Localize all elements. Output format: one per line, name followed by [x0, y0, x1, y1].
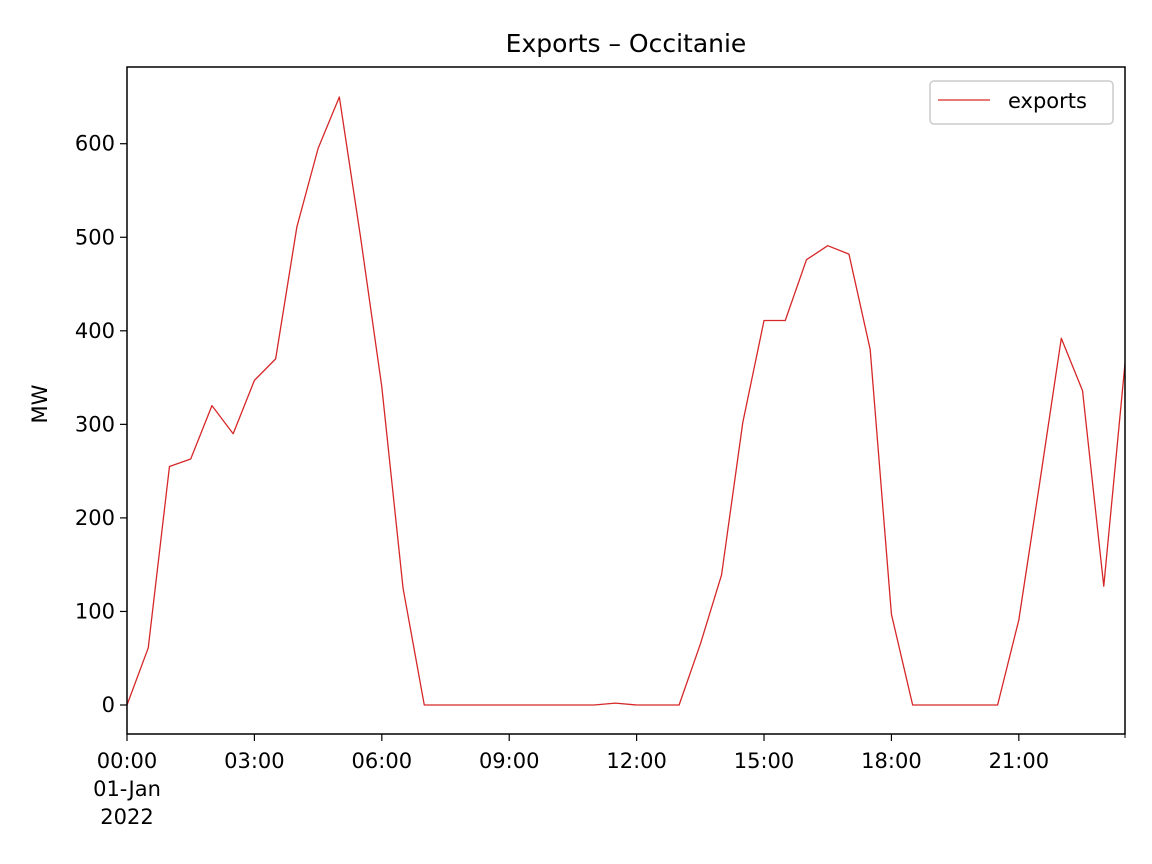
x-tick-label: 09:00	[479, 749, 540, 773]
legend-box	[929, 80, 1114, 125]
y-tick-label: 100	[75, 599, 115, 623]
legend-label-exports: exports	[1008, 89, 1087, 113]
legend: exports	[929, 80, 1114, 125]
x-tick-label: 15:00	[734, 749, 795, 773]
y-axis-label: MW	[28, 384, 52, 423]
y-tick-label: 600	[75, 132, 115, 156]
x-tick-label: 06:00	[352, 749, 413, 773]
x-tick-label: 03:00	[224, 749, 285, 773]
x-tick-label: 18:00	[861, 749, 922, 773]
plot-frame	[126, 66, 1126, 735]
y-tick-label: 200	[75, 506, 115, 530]
y-tick-label: 400	[75, 319, 115, 343]
y-tick-label: 500	[75, 225, 115, 249]
y-tick-label: 0	[102, 693, 115, 717]
chart-title: Exports – Occitanie	[506, 29, 747, 58]
series-line-exports	[126, 96, 1126, 706]
x-tick-label: 21:00	[989, 749, 1050, 773]
x-tick-label: 00:00 01-Jan 2022	[93, 749, 161, 829]
x-axis-ticks: 00:00 01-Jan 2022 03:00 06:00 09:00 12:00 15:00…	[93, 734, 1126, 829]
y-axis-ticks: 0 100 200 300 400 500 600	[75, 132, 127, 717]
y-tick-label: 300	[75, 412, 115, 436]
x-tick-label: 12:00	[606, 749, 667, 773]
series-layer	[126, 96, 1126, 706]
